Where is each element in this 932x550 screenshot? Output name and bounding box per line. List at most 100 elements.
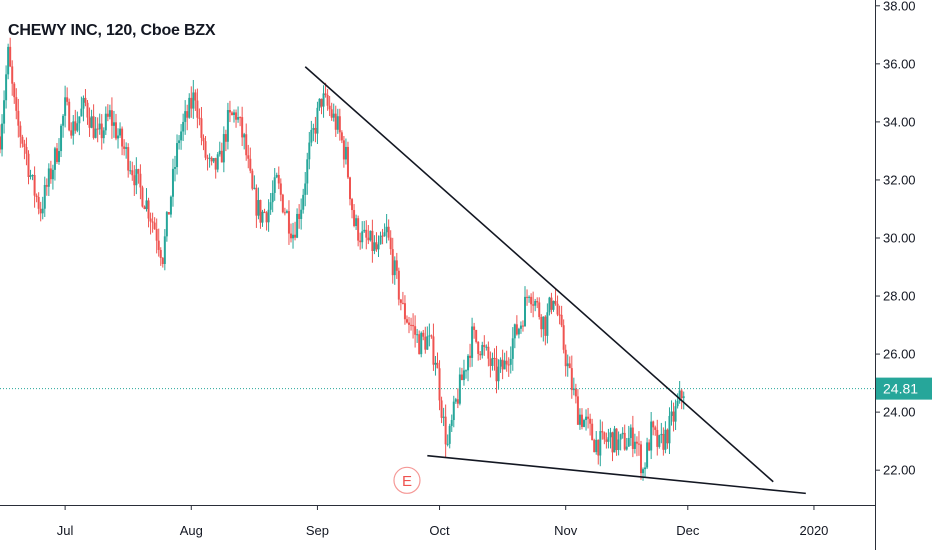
candle-body: [302, 194, 305, 210]
candle-body: [304, 183, 307, 195]
candle-body: [397, 270, 400, 300]
candle-body: [135, 169, 138, 186]
trendline[interactable]: [304, 66, 774, 483]
candle-body: [676, 401, 679, 407]
candle-body: [277, 174, 280, 184]
candle-body: [601, 431, 604, 433]
candle-body: [585, 416, 588, 421]
candle-body: [314, 127, 317, 134]
candle-body: [403, 303, 406, 320]
candle-body: [399, 299, 402, 303]
candle-body: [438, 368, 441, 401]
candle-body: [389, 237, 392, 250]
candle-body: [385, 226, 388, 233]
candle-body: [365, 229, 368, 238]
candle-body: [617, 439, 620, 451]
candle-body: [554, 300, 557, 304]
candle-body: [131, 170, 134, 176]
candle-body: [316, 107, 319, 134]
candle-body: [296, 213, 299, 238]
candle-body: [597, 439, 600, 456]
candle-body: [98, 123, 101, 130]
candle-body: [666, 429, 669, 444]
candle-body: [332, 113, 335, 118]
candle-body: [349, 177, 351, 200]
candle-body: [62, 115, 65, 126]
candle-body: [169, 196, 172, 215]
candle-body: [434, 362, 437, 365]
trendline[interactable]: [427, 454, 806, 495]
candle-body: [479, 353, 482, 356]
candle-body: [5, 74, 8, 101]
candle-body: [467, 355, 470, 371]
candle-body: [540, 316, 543, 330]
candle-body: [485, 346, 488, 348]
candle-body: [595, 439, 598, 453]
candle-body: [310, 129, 313, 143]
candle-body: [47, 168, 50, 187]
candle-body: [261, 211, 264, 223]
candle-body: [78, 116, 81, 124]
x-tick-label: Dec: [676, 523, 700, 538]
candle-body: [583, 420, 586, 427]
candle-body: [108, 110, 111, 117]
candle-body: [292, 234, 295, 239]
candle-body: [576, 396, 579, 425]
candle-body: [25, 146, 28, 154]
candle-body: [237, 117, 240, 120]
candle-body: [542, 316, 545, 330]
candle-body: [528, 296, 531, 298]
candle-body: [31, 175, 34, 177]
candle-body: [15, 97, 18, 111]
candle-body: [119, 128, 122, 136]
candle-body: [625, 446, 628, 450]
candle-body: [70, 130, 73, 136]
candle-body: [224, 134, 227, 142]
candle-body: [538, 302, 541, 317]
candle-body: [330, 109, 333, 118]
candle-body: [426, 336, 429, 350]
candle-body: [27, 153, 30, 177]
candle-body: [633, 441, 636, 449]
candle-body: [340, 132, 343, 141]
x-tick-label: 2020: [799, 523, 828, 538]
candle-body: [202, 137, 205, 142]
candle-body: [662, 433, 665, 450]
candle-body: [487, 346, 490, 359]
candle-body: [648, 442, 651, 451]
candle-body: [117, 135, 120, 139]
candle-body: [182, 121, 185, 132]
candle-body: [245, 134, 248, 156]
candle-body: [373, 242, 376, 251]
candle-body: [580, 414, 583, 427]
candle-body: [652, 421, 655, 428]
candle-body: [448, 425, 451, 444]
candle-body: [631, 427, 634, 449]
candle-body: [410, 324, 413, 326]
candle-body: [637, 443, 640, 445]
candle-body: [100, 123, 103, 139]
candle-body: [29, 175, 32, 177]
candle-body: [452, 401, 455, 421]
candle-body: [475, 329, 478, 342]
candle-body: [318, 98, 321, 108]
candle-body: [338, 116, 341, 133]
candle-body: [422, 332, 425, 337]
candle-body: [450, 420, 453, 426]
candle-body: [355, 218, 358, 226]
event-circle[interactable]: [393, 466, 421, 494]
candle-body: [464, 370, 467, 372]
candle-body: [556, 303, 559, 315]
candle-body: [558, 314, 561, 316]
candle-body: [371, 230, 374, 251]
candle-body: [656, 429, 659, 447]
candle-body: [619, 434, 622, 440]
candle-body: [139, 173, 142, 188]
candle-body: [361, 231, 364, 243]
earnings-event-marker[interactable]: E: [393, 466, 421, 494]
candle-body: [129, 170, 132, 172]
candle-body: [357, 218, 360, 241]
candle-body: [328, 105, 331, 110]
